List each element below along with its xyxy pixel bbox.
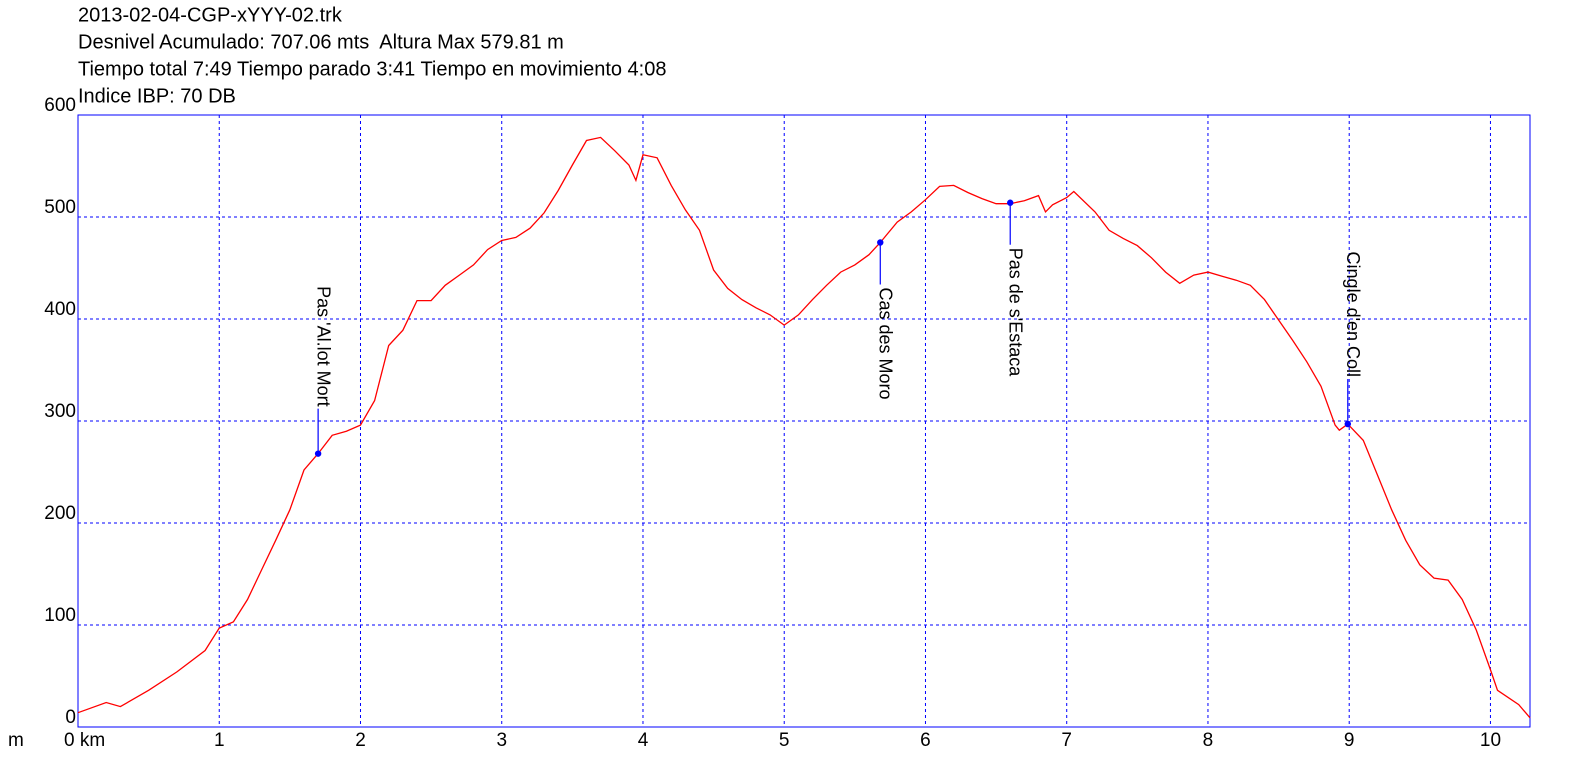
waypoint bbox=[1007, 199, 1014, 206]
elevation-line bbox=[77, 136, 1531, 719]
y-axis-label: m bbox=[8, 730, 24, 751]
plot-frame bbox=[77, 114, 1531, 728]
waypoint bbox=[1344, 420, 1351, 428]
waypoint-label: Pas 'Al.lot Mort bbox=[313, 286, 333, 406]
x-tick-label: 6 bbox=[920, 730, 931, 751]
y-tick-label: 600 bbox=[44, 95, 76, 116]
x-tick-label: 10 bbox=[1480, 730, 1501, 751]
title-line: Indice IBP: 70 DB bbox=[78, 85, 236, 107]
y-tick-label: 500 bbox=[44, 197, 76, 218]
x-tick-label: 1 bbox=[214, 730, 225, 751]
y-tick-label: 100 bbox=[44, 605, 76, 626]
waypoint-label: Cas des Moro bbox=[876, 288, 896, 400]
x-tick-label: 2 bbox=[355, 730, 366, 751]
x-tick-label: 0 km bbox=[64, 730, 105, 751]
x-tick-label: 8 bbox=[1203, 730, 1214, 751]
y-tick-label: 0 bbox=[65, 707, 76, 728]
x-tick-label: 7 bbox=[1061, 730, 1072, 751]
waypoint bbox=[314, 450, 322, 457]
x-tick-label: 5 bbox=[779, 730, 790, 751]
waypoint bbox=[877, 239, 884, 246]
y-tick-label: 400 bbox=[44, 299, 76, 320]
waypoint-label: Pas de s'Estaca bbox=[1005, 248, 1025, 377]
y-tick-label: 200 bbox=[44, 503, 76, 524]
x-tick-label: 4 bbox=[638, 730, 649, 751]
title-line: Tiempo total 7:49 Tiempo parado 3:41 Tie… bbox=[78, 58, 667, 80]
title-line: Desnivel Acumulado: 707.06 mts Altura Ma… bbox=[78, 31, 564, 53]
y-tick-label: 300 bbox=[44, 401, 76, 422]
waypoint-label: Cingle d'en Coll bbox=[1343, 252, 1363, 378]
x-tick-label: 3 bbox=[496, 730, 507, 751]
title-line: 2013-02-04-CGP-xYYY-02.trk bbox=[78, 4, 343, 26]
x-tick-label: 9 bbox=[1344, 730, 1355, 751]
